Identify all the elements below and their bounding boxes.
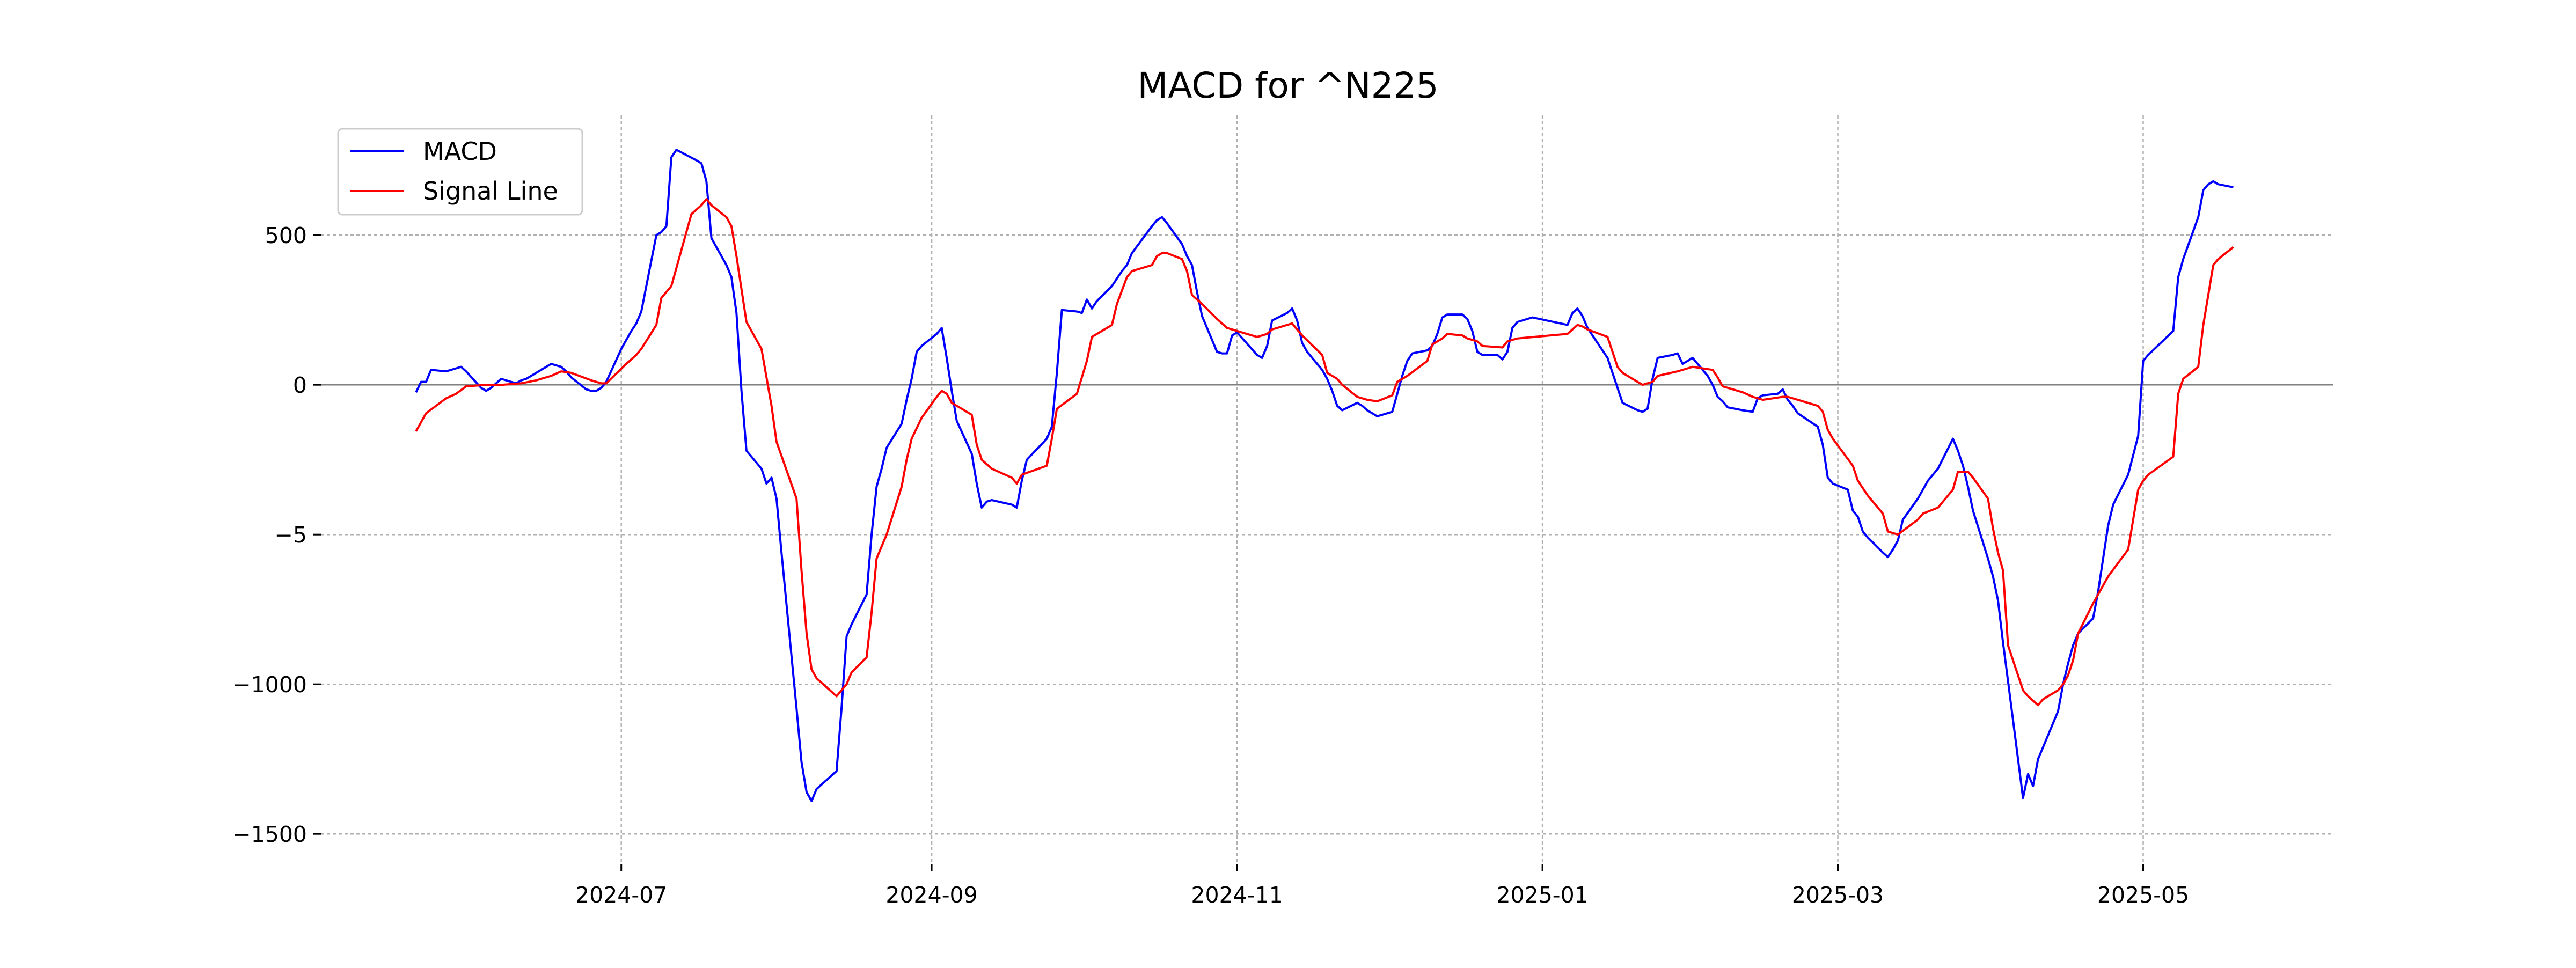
legend-label-signal-line: Signal Line bbox=[423, 177, 558, 206]
legend-label-macd: MACD bbox=[423, 137, 497, 166]
axis-layer: 2024-07 2024-09 2024-11 2025-01 2025-03 2025-… bbox=[232, 223, 2189, 908]
x-tick-label-2024-09: 2024-09 bbox=[885, 882, 977, 908]
legend: MACD Signal Line bbox=[337, 128, 583, 216]
y-tick-label-0: 0 bbox=[293, 372, 307, 398]
y-tick-label--1000: −1000 bbox=[232, 672, 307, 698]
y-tick-label--1500: −1500 bbox=[232, 822, 307, 847]
y-tick-label-500: 500 bbox=[265, 223, 307, 248]
x-tick-label-2025-01: 2025-01 bbox=[1496, 882, 1588, 908]
y-tick-label--500: −5 bbox=[275, 522, 307, 548]
x-tick-label-2025-03: 2025-03 bbox=[1792, 882, 1884, 908]
x-tick-label-2024-07: 2024-07 bbox=[575, 882, 667, 908]
series-line-macd bbox=[415, 149, 2234, 802]
x-tick-label-2025-05: 2025-05 bbox=[2097, 882, 2189, 908]
series-line-signal-line bbox=[415, 198, 2234, 707]
x-tick-label-2024-11: 2024-11 bbox=[1191, 882, 1283, 908]
grid-layer bbox=[321, 115, 2333, 864]
chart-title: MACD for ^N225 bbox=[1137, 65, 1438, 106]
series-layer bbox=[415, 149, 2234, 802]
